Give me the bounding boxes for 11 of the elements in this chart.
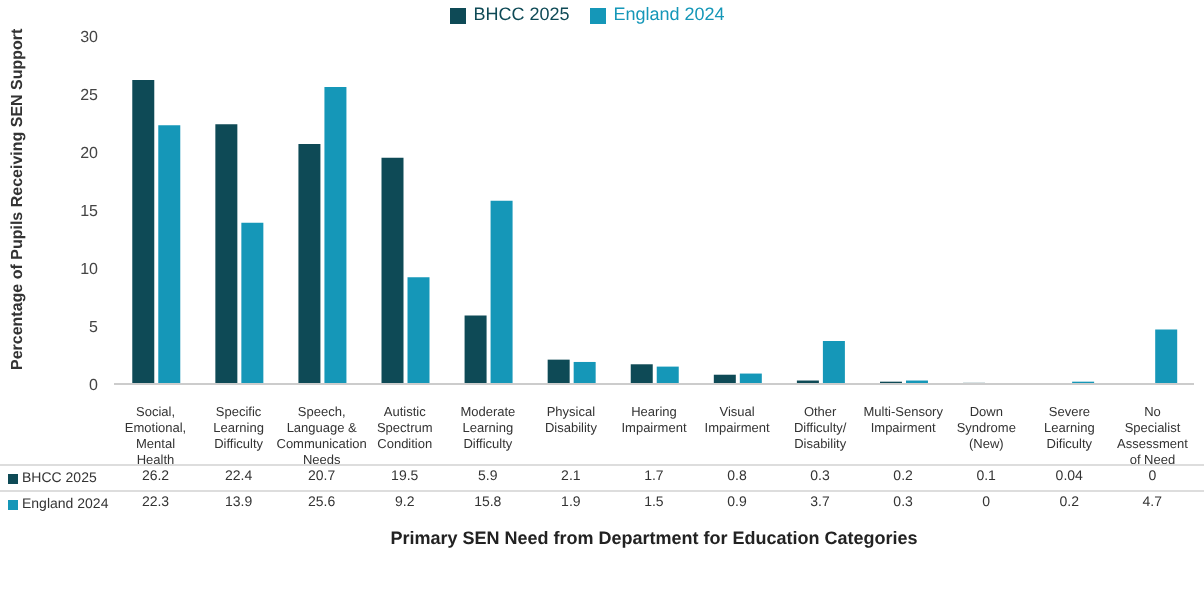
y-tick-label: 20 (80, 143, 100, 162)
y-axis-title: Percentage of Pupils Receiving SEN Support (7, 27, 26, 370)
y-tick-label: 15 (80, 201, 100, 220)
y-tick-label: 10 (80, 259, 100, 278)
y-tick-label: 30 (80, 27, 100, 46)
legend-label: BHCC 2025 (473, 4, 570, 24)
y-tick-label: 25 (80, 85, 100, 104)
x-axis-title: Primary SEN Need from Department for Education Categories (388, 528, 920, 548)
y-tick-label: 5 (89, 317, 100, 336)
y-tick-label: 0 (89, 375, 100, 394)
legend-label: England 2024 (613, 4, 725, 24)
